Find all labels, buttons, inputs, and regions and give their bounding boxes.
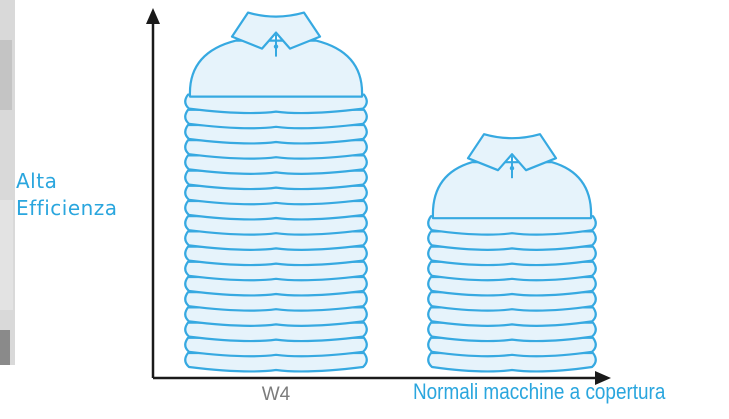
shirt-layer bbox=[184, 169, 368, 191]
shirt-layer bbox=[427, 215, 597, 236]
shirt-layer bbox=[427, 336, 597, 358]
shirt-layer bbox=[184, 215, 368, 236]
shirt-layer bbox=[184, 336, 368, 358]
shirt-layer bbox=[427, 260, 597, 282]
shirt-top bbox=[431, 161, 593, 220]
shirt-layer bbox=[427, 291, 597, 312]
x-axis-label: Normali macchine a copertura bbox=[413, 379, 666, 404]
category-label-w4: W4 bbox=[261, 384, 291, 405]
shirt-layer bbox=[427, 245, 597, 267]
shirt-layer bbox=[184, 291, 368, 312]
y-axis-label: Alta Efficienza bbox=[16, 168, 118, 222]
shirt-layer bbox=[184, 245, 368, 267]
bars-group bbox=[184, 11, 597, 373]
shirt-layer bbox=[184, 351, 368, 373]
shirt-layer bbox=[184, 139, 368, 160]
shirt-layer bbox=[427, 306, 597, 327]
shirt-layer bbox=[184, 184, 368, 206]
x-axis-arrow bbox=[595, 371, 611, 385]
shirt-layer bbox=[184, 275, 368, 297]
shirt-layer bbox=[184, 93, 368, 115]
shirt-layer bbox=[184, 154, 368, 175]
appliance-photo-fragment bbox=[0, 0, 15, 365]
shirt-layer bbox=[427, 275, 597, 297]
shirt-button bbox=[273, 44, 279, 49]
shirt-layer bbox=[184, 199, 368, 221]
shirt-layer bbox=[184, 260, 368, 282]
y-axis-label-line-1: Alta bbox=[16, 169, 58, 193]
shirt-layer bbox=[184, 123, 368, 145]
shirt-layer bbox=[427, 351, 597, 373]
shirt-layer bbox=[184, 306, 368, 327]
shirt-layer bbox=[184, 230, 368, 251]
y-axis-arrow bbox=[146, 8, 160, 24]
shirt-button bbox=[509, 166, 515, 171]
shirt-layer bbox=[184, 321, 368, 343]
y-axis-label-line-2: Efficienza bbox=[16, 196, 118, 220]
bar-w4 bbox=[184, 11, 368, 373]
shirt-top bbox=[188, 39, 364, 98]
shirt-layer bbox=[184, 108, 368, 130]
bar-normali bbox=[427, 133, 597, 373]
shirt-layer bbox=[427, 321, 597, 343]
shirt-layer bbox=[427, 230, 597, 251]
shirt-collar bbox=[230, 11, 322, 50]
shirt-collar bbox=[466, 133, 558, 172]
